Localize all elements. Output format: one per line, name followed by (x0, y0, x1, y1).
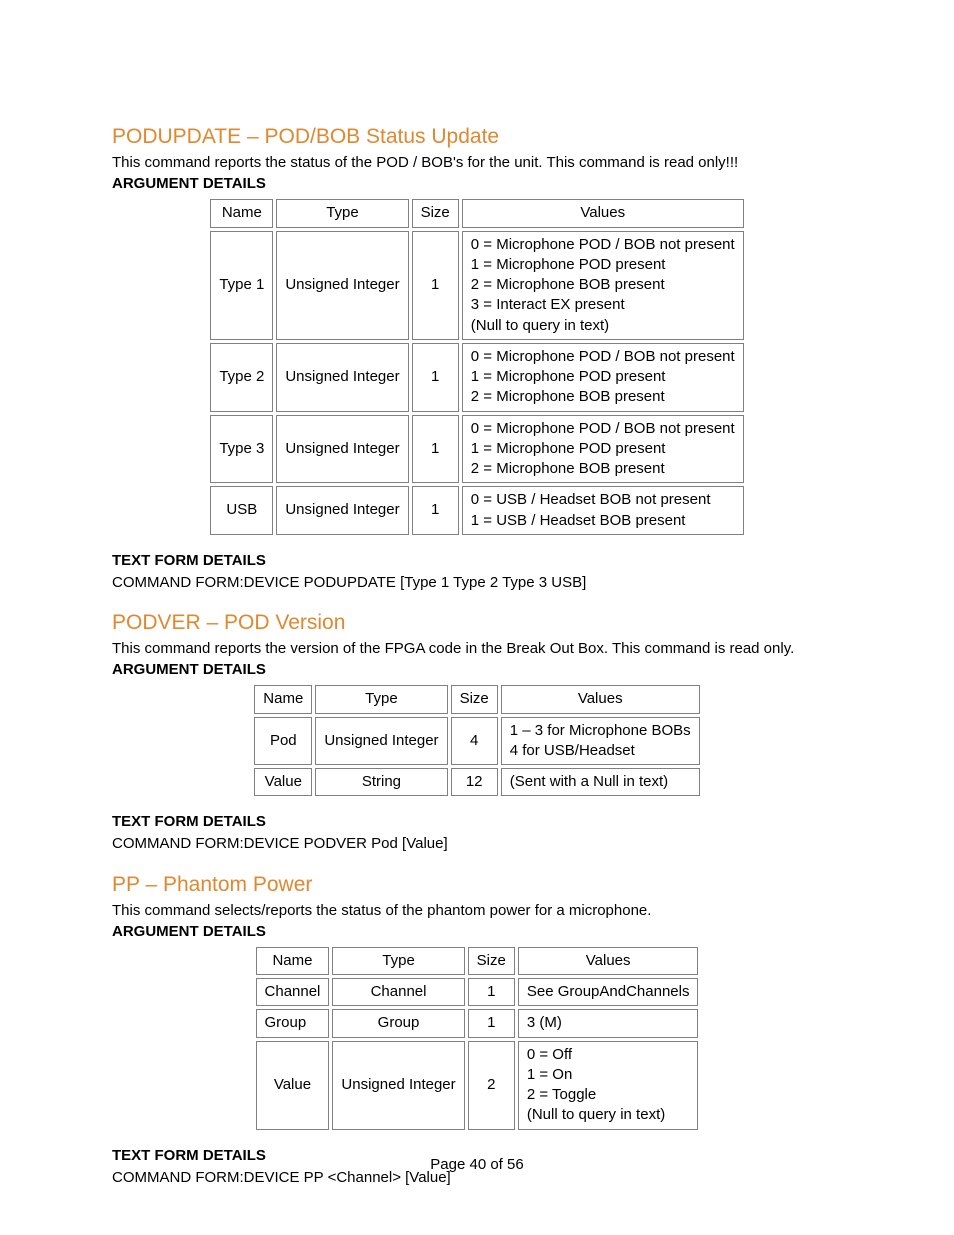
col-size: Size (451, 685, 498, 713)
cell-size: 1 (468, 1009, 515, 1037)
section-description: This command selects/reports the status … (112, 901, 842, 921)
table-header-row: Name Type Size Values (254, 685, 699, 713)
cell-name: Pod (254, 717, 312, 766)
argument-table-wrap: Name Type Size Values Channel Channel 1 … (112, 944, 842, 1133)
cell-values: 0 = Off1 = On2 = Toggle(Null to query in… (518, 1041, 699, 1130)
argument-table: Name Type Size Values Pod Unsigned Integ… (251, 682, 702, 799)
table-row: Type 2 Unsigned Integer 1 0 = Microphone… (210, 343, 743, 412)
cell-name: USB (210, 486, 273, 535)
col-name: Name (210, 199, 273, 227)
table-row: Type 3 Unsigned Integer 1 0 = Microphone… (210, 415, 743, 484)
argument-details-header: ARGUMENT DETAILS (112, 175, 842, 192)
cell-size: 1 (468, 978, 515, 1006)
col-name: Name (254, 685, 312, 713)
argument-table-wrap: Name Type Size Values Pod Unsigned Integ… (112, 682, 842, 799)
col-values: Values (501, 685, 700, 713)
section-title: PODUPDATE – POD/BOB Status Update (112, 125, 842, 149)
table-row: Group Group 1 3 (M) (256, 1009, 699, 1037)
text-form-header: TEXT FORM DETAILS (112, 813, 842, 830)
cell-size: 1 (412, 343, 459, 412)
col-type: Type (332, 947, 464, 975)
cell-values: 3 (M) (518, 1009, 699, 1037)
argument-details-header: ARGUMENT DETAILS (112, 661, 842, 678)
cell-size: 2 (468, 1041, 515, 1130)
table-header-row: Name Type Size Values (210, 199, 743, 227)
cell-name: Value (254, 768, 312, 796)
text-form-header: TEXT FORM DETAILS (112, 552, 842, 569)
cell-size: 1 (412, 231, 459, 340)
table-row: Value String 12 (Sent with a Null in tex… (254, 768, 699, 796)
cell-values: 0 = Microphone POD / BOB not present1 = … (462, 343, 744, 412)
col-size: Size (412, 199, 459, 227)
argument-details-header: ARGUMENT DETAILS (112, 923, 842, 940)
col-name: Name (256, 947, 330, 975)
cell-values: (Sent with a Null in text) (501, 768, 700, 796)
cell-type: Unsigned Integer (276, 486, 408, 535)
cell-size: 4 (451, 717, 498, 766)
cell-values: 0 = Microphone POD / BOB not present1 = … (462, 231, 744, 340)
cell-type: Unsigned Integer (276, 343, 408, 412)
col-type: Type (315, 685, 447, 713)
cell-values: 0 = Microphone POD / BOB not present1 = … (462, 415, 744, 484)
table-header-row: Name Type Size Values (256, 947, 699, 975)
cell-values: 1 – 3 for Microphone BOBs4 for USB/Heads… (501, 717, 700, 766)
page-footer: Page 40 of 56 (0, 1156, 954, 1173)
cell-type: Unsigned Integer (315, 717, 447, 766)
table-row: USB Unsigned Integer 1 0 = USB / Headset… (210, 486, 743, 535)
cell-type: Unsigned Integer (332, 1041, 464, 1130)
cell-values: See GroupAndChannels (518, 978, 699, 1006)
cell-size: 1 (412, 486, 459, 535)
cell-name: Type 1 (210, 231, 273, 340)
cell-values: 0 = USB / Headset BOB not present1 = USB… (462, 486, 744, 535)
argument-table: Name Type Size Values Type 1 Unsigned In… (207, 196, 746, 538)
cell-type: String (315, 768, 447, 796)
section-title: PODVER – POD Version (112, 611, 842, 635)
cell-type: Group (332, 1009, 464, 1037)
cell-type: Unsigned Integer (276, 415, 408, 484)
argument-table: Name Type Size Values Channel Channel 1 … (253, 944, 702, 1133)
text-form: COMMAND FORM:DEVICE PODVER Pod [Value] (112, 834, 842, 854)
cell-name: Channel (256, 978, 330, 1006)
page: PODUPDATE – POD/BOB Status Update This c… (0, 0, 954, 1235)
section-description: This command reports the status of the P… (112, 153, 842, 173)
argument-table-wrap: Name Type Size Values Type 1 Unsigned In… (112, 196, 842, 538)
table-row: Pod Unsigned Integer 4 1 – 3 for Microph… (254, 717, 699, 766)
col-values: Values (518, 947, 699, 975)
section-title: PP – Phantom Power (112, 873, 842, 897)
cell-name: Group (256, 1009, 330, 1037)
cell-size: 1 (412, 415, 459, 484)
text-form: COMMAND FORM:DEVICE PODUPDATE [Type 1 Ty… (112, 573, 842, 593)
section-description: This command reports the version of the … (112, 639, 842, 659)
cell-name: Type 3 (210, 415, 273, 484)
table-row: Channel Channel 1 See GroupAndChannels (256, 978, 699, 1006)
table-row: Type 1 Unsigned Integer 1 0 = Microphone… (210, 231, 743, 340)
cell-name: Value (256, 1041, 330, 1130)
col-size: Size (468, 947, 515, 975)
cell-type: Unsigned Integer (276, 231, 408, 340)
cell-name: Type 2 (210, 343, 273, 412)
col-type: Type (276, 199, 408, 227)
cell-size: 12 (451, 768, 498, 796)
table-row: Value Unsigned Integer 2 0 = Off1 = On2 … (256, 1041, 699, 1130)
cell-type: Channel (332, 978, 464, 1006)
col-values: Values (462, 199, 744, 227)
